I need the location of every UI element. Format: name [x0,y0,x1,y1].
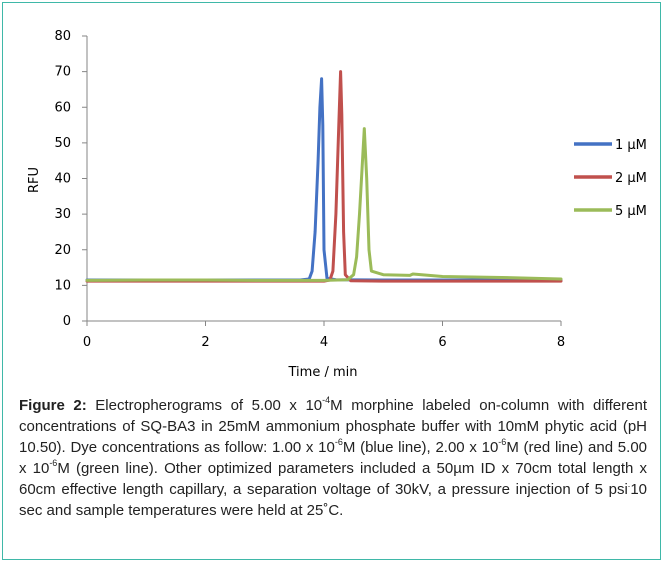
caption-text: M (blue line), 2.00 x 10 [342,439,499,456]
caption-text: M (red line) and 5.00 x 10 [19,439,648,477]
x-axis-label: Time / min [288,365,358,380]
x-tick-label: 8 [557,335,565,350]
y-tick-label: 60 [54,100,71,115]
caption-superscript: -6 [498,437,507,447]
y-tick-label: 70 [54,65,71,80]
y-tick-label: 10 [54,278,71,293]
legend-label: 2 µM [615,171,647,186]
y-tick-label: 20 [54,243,71,258]
caption-label: Figure 2: [19,397,87,414]
y-tick-label: 30 [54,207,71,222]
y-tick-label: 40 [54,172,71,187]
x-tick-label: 6 [438,335,446,350]
caption-superscript: -4 [322,395,331,405]
series-line-3 [85,127,563,282]
y-tick-label: 50 [54,136,71,151]
x-tick-label: 0 [83,335,91,350]
y-tick-label: 80 [54,29,71,44]
series-line-1 [85,77,563,282]
legend-label: 5 µM [615,204,647,219]
caption-text: Electropherograms of 5.00 x 10 [86,397,323,414]
chart-axes: 0 10 20 30 40 50 60 70 80 0 2 4 6 8 [54,29,565,350]
chart-series [85,70,563,283]
caption-text: 10 sec and sample temperatures were held… [19,481,647,519]
y-axis-label: RFU [27,167,42,193]
caption-text: M (green line). Other optimized paramete… [19,460,647,498]
caption-superscript: -6 [49,458,58,468]
caption-superscript: -6 [334,437,343,447]
x-tick-label: 4 [320,335,328,350]
caption-superscript: . [627,479,631,489]
y-tick-label: 0 [63,314,71,329]
legend-label: 1 µM [615,138,647,153]
caption-text: M morphine labeled on-column with differ… [19,397,647,456]
x-tick-label: 2 [201,335,209,350]
chart-legend: 1 µM 2 µM 5 µM [574,138,647,219]
figure-caption: Figure 2: Electropherograms of 5.00 x 10… [19,395,647,521]
